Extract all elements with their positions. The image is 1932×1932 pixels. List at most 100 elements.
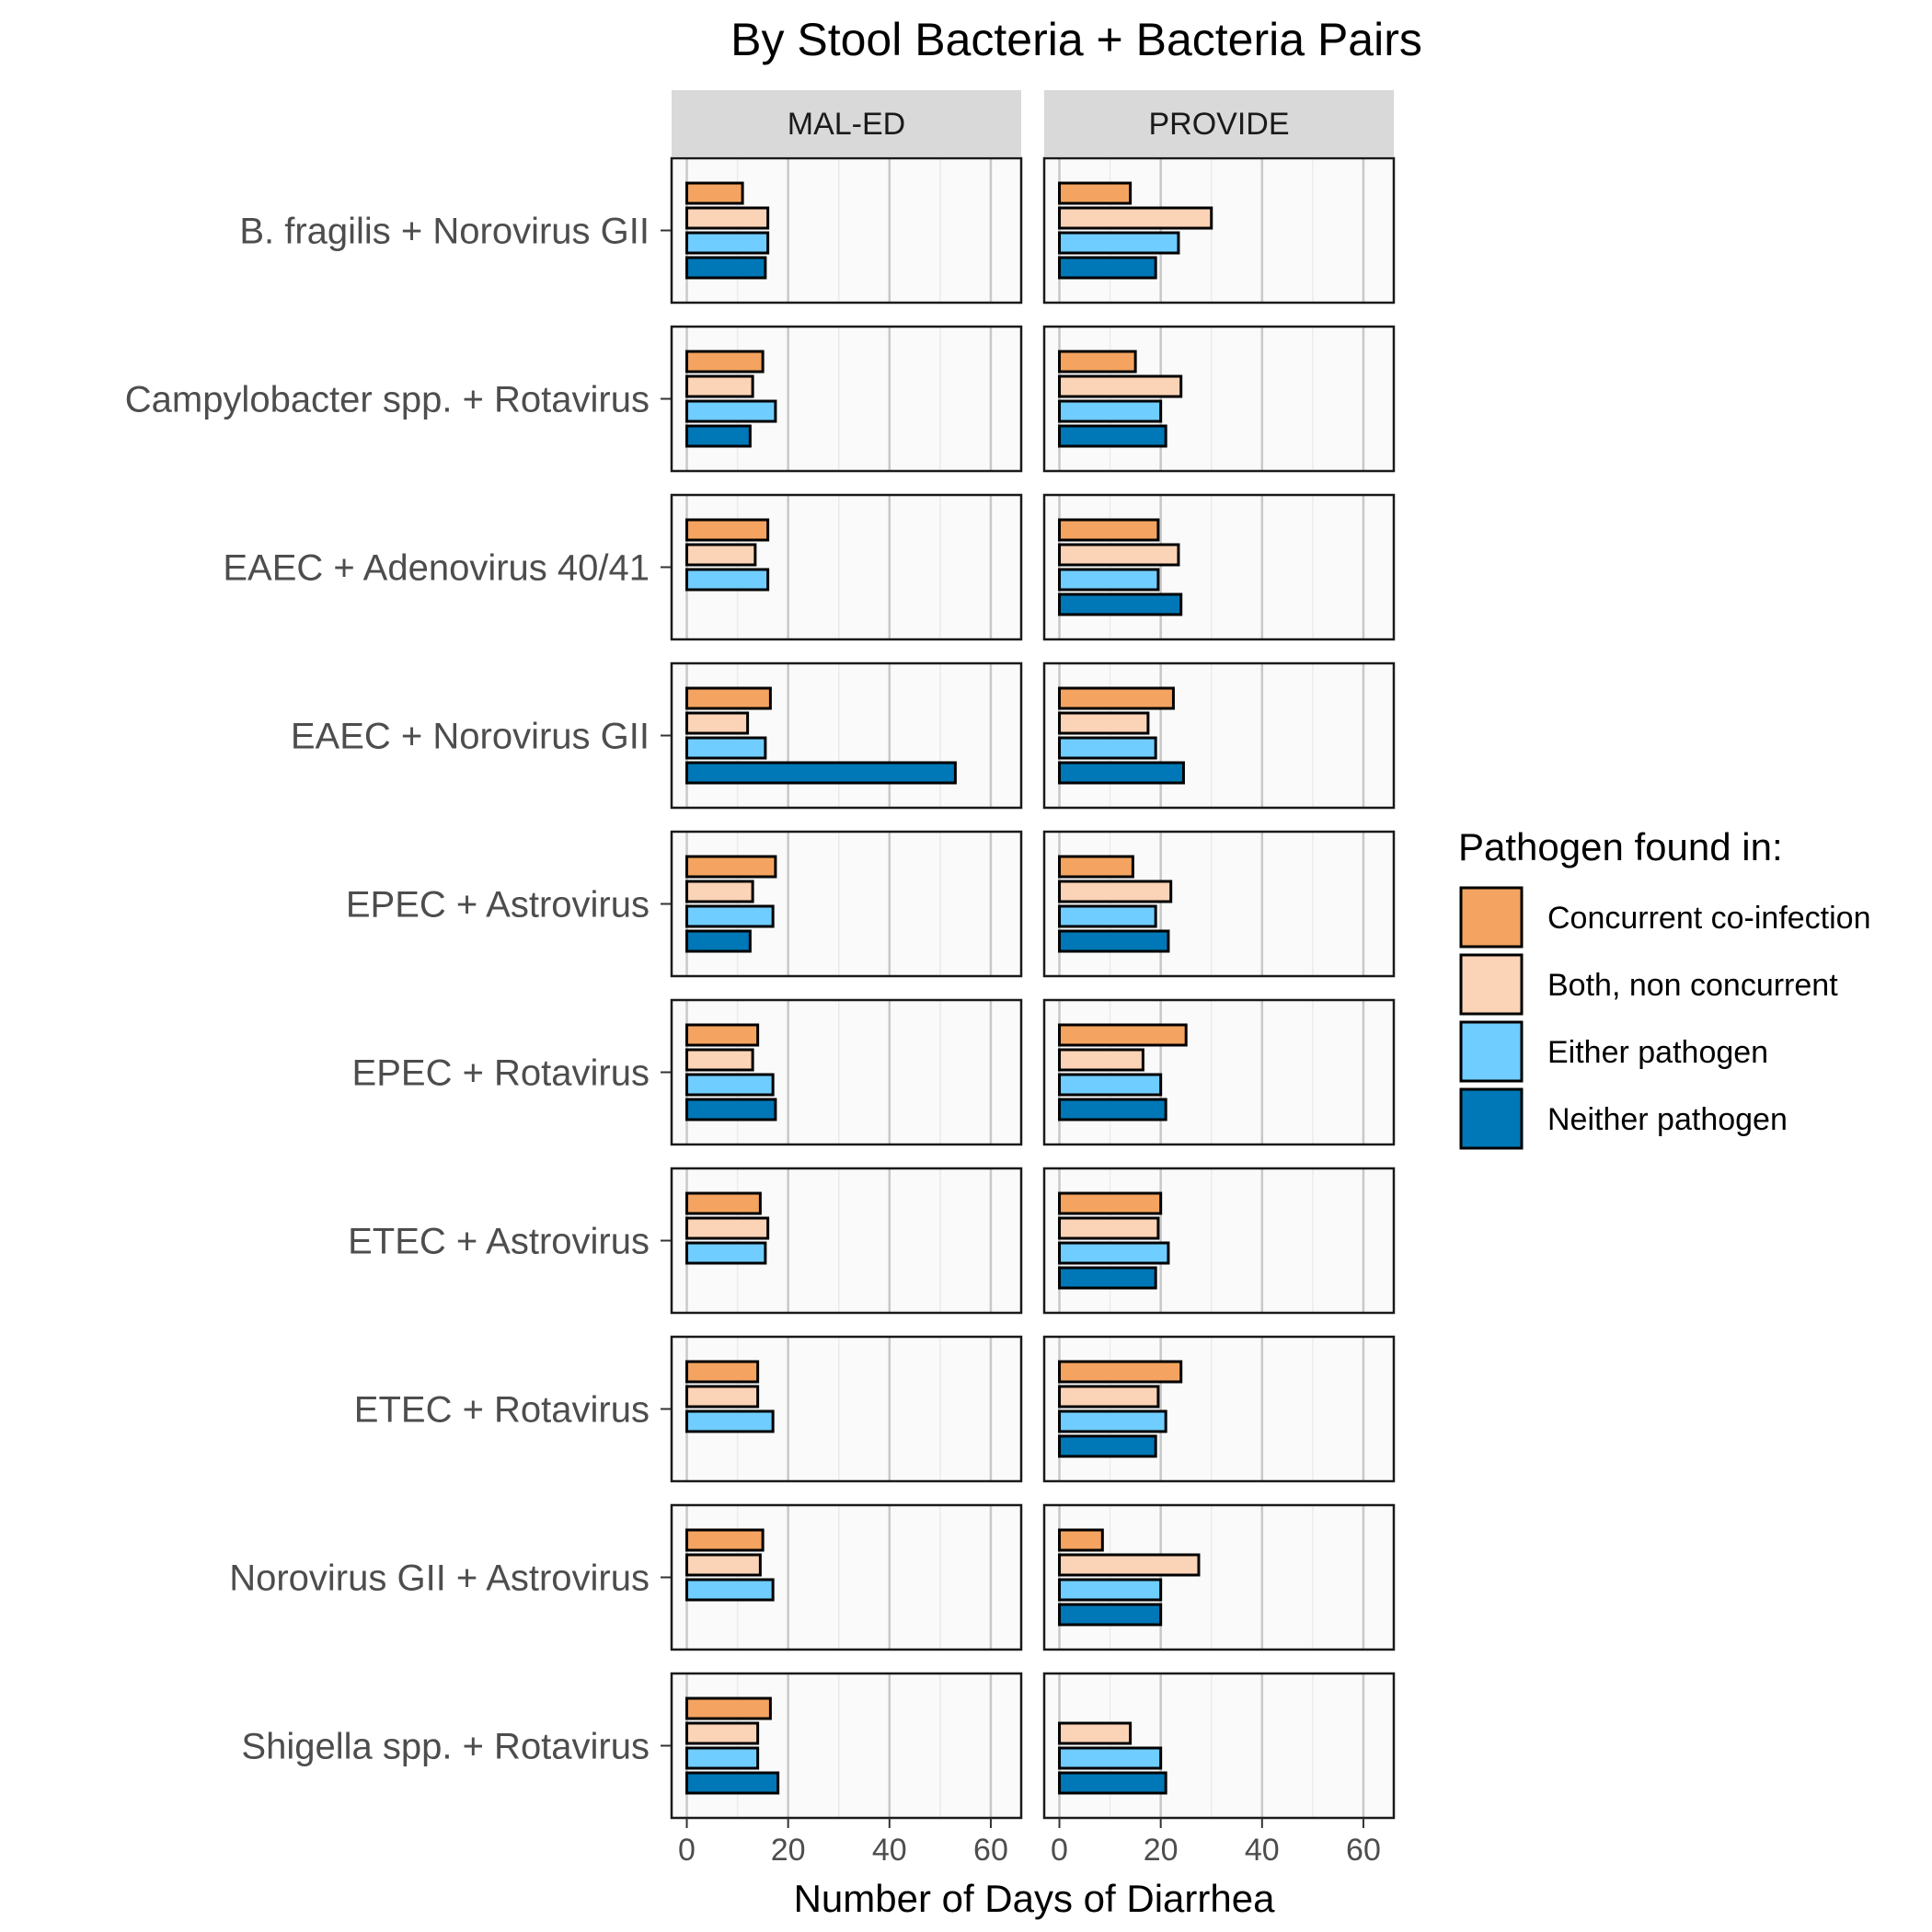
- bar: [685, 855, 777, 879]
- bar: [1058, 855, 1134, 879]
- panel-border: [670, 661, 1023, 810]
- legend: Pathogen found in: Concurrent co-infecti…: [1458, 825, 1871, 1150]
- panel-background: [672, 663, 1021, 808]
- row-label: EAEC + Adenovirus 40/41: [223, 548, 650, 589]
- bar: [685, 231, 770, 255]
- bar: [1058, 374, 1183, 398]
- panel-border: [1042, 325, 1396, 473]
- bar: [685, 1385, 760, 1409]
- bar: [1058, 1023, 1188, 1047]
- panel-background: [1044, 1337, 1394, 1481]
- legend-key: [1459, 1087, 1524, 1150]
- bar: [1058, 1553, 1201, 1577]
- bar: [685, 1360, 760, 1384]
- row-label: Campylobacter spp. + Rotavirus: [125, 380, 650, 420]
- bar: [685, 206, 770, 230]
- facet-strip: [672, 90, 1021, 156]
- bar: [1058, 1241, 1170, 1265]
- panel-border: [1042, 1335, 1396, 1483]
- x-tick-label: 0: [678, 1833, 696, 1868]
- panel-background: [1044, 158, 1394, 303]
- bar: [685, 374, 754, 398]
- bar: [1058, 929, 1170, 953]
- legend-title: Pathogen found in:: [1458, 825, 1783, 868]
- bar: [685, 424, 752, 448]
- panel-background: [1044, 663, 1394, 808]
- x-tick-label: 20: [771, 1833, 806, 1868]
- bar: [685, 1048, 754, 1072]
- bar: [1058, 518, 1160, 542]
- bar: [1058, 399, 1163, 423]
- plot-area: MAL-ED PROVIDE B. fragilis + Norovirus GII…: [125, 90, 1396, 1868]
- bar: [1058, 206, 1213, 230]
- bar: [685, 1771, 780, 1795]
- bar: [1058, 1266, 1157, 1290]
- panel-background: [672, 327, 1021, 471]
- bar: [1058, 181, 1133, 205]
- x-axis-title: Number of Days of Diarrhea: [794, 1877, 1276, 1920]
- bar: [685, 181, 744, 205]
- bar: [685, 543, 757, 567]
- bar: [1058, 256, 1157, 280]
- panel-background: [1044, 832, 1394, 976]
- panel-background: [1044, 1673, 1394, 1818]
- bar: [1058, 1528, 1104, 1552]
- row-label: ETEC + Astrovirus: [348, 1222, 650, 1262]
- legend-key: [1459, 953, 1524, 1016]
- legend-label: Concurrent co-infection: [1547, 901, 1871, 936]
- bar: [1058, 1603, 1163, 1627]
- bar: [685, 904, 775, 928]
- bar: [1058, 231, 1180, 255]
- facet-strip-label: MAL-ED: [788, 107, 905, 142]
- panel-border: [1042, 830, 1396, 978]
- bar: [685, 736, 767, 760]
- x-tick-label: 20: [1144, 1833, 1179, 1868]
- panel-border: [1042, 156, 1396, 305]
- panel-border: [1042, 493, 1396, 641]
- bar: [685, 761, 957, 785]
- bar: [1058, 711, 1150, 735]
- bar: [1058, 1578, 1163, 1602]
- x-tick-label: 40: [1245, 1833, 1280, 1868]
- bar: [1058, 1360, 1183, 1384]
- legend-label: Both, non concurrent: [1547, 968, 1838, 1003]
- x-tick-label: 60: [1346, 1833, 1381, 1868]
- panel-border: [670, 1503, 1023, 1651]
- legend-label: Either pathogen: [1547, 1035, 1768, 1070]
- row-label: EPEC + Rotavirus: [352, 1053, 650, 1094]
- panel-background: [672, 1673, 1021, 1818]
- panel-background: [672, 495, 1021, 639]
- panel-border: [670, 1672, 1023, 1820]
- legend-key: [1459, 886, 1524, 949]
- panel-background: [672, 158, 1021, 303]
- bar: [1058, 761, 1185, 785]
- bar: [685, 1073, 775, 1097]
- bar: [685, 1023, 760, 1047]
- bar: [1058, 1385, 1160, 1409]
- panel-border: [670, 1167, 1023, 1315]
- bar: [685, 1241, 767, 1265]
- row-label: ETEC + Rotavirus: [354, 1390, 650, 1431]
- bar: [685, 1721, 760, 1745]
- bar: [1058, 1409, 1167, 1433]
- bar: [1058, 1098, 1167, 1121]
- bar: [1058, 568, 1160, 592]
- bar: [685, 399, 777, 423]
- bar: [1058, 880, 1173, 903]
- panel-background: [672, 1168, 1021, 1313]
- bar: [685, 686, 772, 710]
- panel-border: [670, 830, 1023, 978]
- panel-background: [1044, 1000, 1394, 1144]
- panel-border: [1042, 998, 1396, 1146]
- bar: [685, 518, 770, 542]
- legend-label: Neither pathogen: [1547, 1102, 1788, 1137]
- bar: [1058, 1048, 1144, 1072]
- row-label: Shigella spp. + Rotavirus: [241, 1727, 650, 1767]
- bar: [1058, 1216, 1160, 1240]
- bar: [1058, 1073, 1163, 1097]
- row-label: EPEC + Astrovirus: [346, 885, 650, 926]
- panel-background: [1044, 1168, 1394, 1313]
- row-label: Norovirus GII + Astrovirus: [229, 1558, 650, 1599]
- bar: [1058, 424, 1167, 448]
